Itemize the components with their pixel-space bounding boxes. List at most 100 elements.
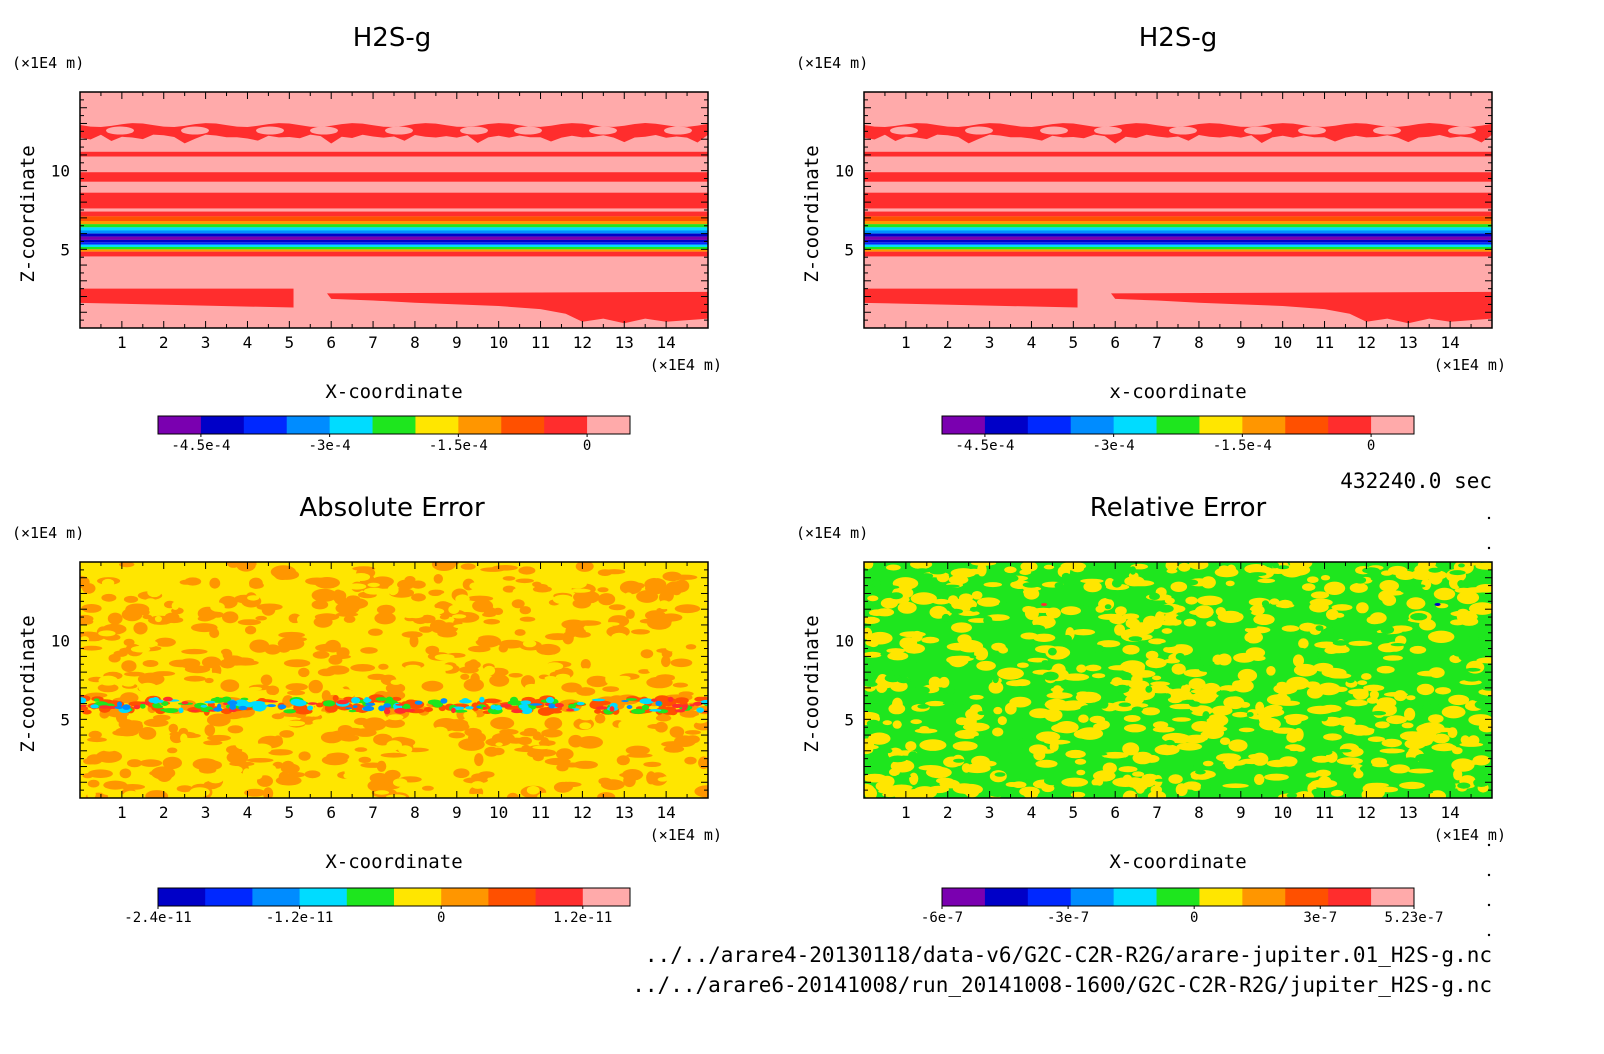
noise-blob	[124, 720, 143, 727]
noise-blob	[491, 732, 515, 744]
noise-blob	[977, 597, 1001, 607]
noise-blob	[1154, 778, 1166, 782]
noise-blob	[684, 730, 701, 735]
noise-blob	[297, 614, 309, 625]
noise-blob	[1175, 653, 1185, 660]
noise-blob	[1428, 667, 1445, 678]
noise-blob	[994, 772, 1006, 777]
noise-blob	[1238, 727, 1255, 733]
noise-blob	[489, 674, 510, 687]
noise-blob	[1191, 721, 1212, 732]
noise-blob	[85, 692, 108, 699]
noise-blob	[210, 602, 225, 612]
noise-blob	[154, 637, 176, 647]
file-path-2: ../../arare6-20141008/run_20141008-1600/…	[632, 973, 1492, 997]
noise-blob	[323, 700, 329, 707]
noise-blob	[1188, 701, 1201, 707]
noise-blob	[1176, 615, 1186, 621]
noise-blob	[586, 675, 609, 688]
colorbar-label: -2.4e-11	[124, 910, 191, 926]
noise-blob	[674, 709, 686, 713]
noise-blob	[405, 708, 414, 712]
noise-blob	[1146, 617, 1163, 630]
noise-blob	[343, 696, 354, 701]
noise-blob	[1375, 632, 1389, 641]
noise-blob	[1435, 687, 1451, 695]
noise-blob	[256, 562, 266, 569]
noise-blob	[1385, 641, 1404, 652]
colorbar-segment	[501, 416, 545, 434]
noise-blob	[1277, 748, 1291, 754]
noise-blob	[1293, 647, 1308, 654]
noise-blob	[1172, 717, 1191, 722]
noise-blob	[1352, 688, 1369, 700]
depletion-layer	[864, 244, 1492, 247]
noise-blob	[624, 592, 633, 600]
noise-blob	[988, 681, 1004, 694]
noise-blob	[1085, 785, 1104, 790]
noise-blob	[292, 699, 307, 707]
noise-blob	[427, 699, 442, 705]
colorbar-frame	[157, 415, 631, 435]
noise-blob	[536, 643, 561, 656]
noise-blob	[326, 665, 350, 675]
noise-blob	[344, 767, 360, 777]
noise-blob	[694, 696, 706, 702]
upper-band-gap	[514, 126, 542, 135]
colorbar-segment	[535, 888, 584, 906]
colorbar-label: 5.23e-7	[1384, 910, 1443, 926]
noise-blob	[864, 773, 887, 783]
noise-blob	[1349, 582, 1368, 593]
noise-blob	[1475, 562, 1492, 570]
noise-blob	[1440, 743, 1454, 750]
noise-blob	[365, 702, 376, 706]
noise-blob	[545, 794, 555, 798]
noise-blob	[917, 704, 930, 709]
noise-blob	[640, 649, 654, 659]
x-tick-label: 13	[1399, 803, 1418, 822]
noise-blob	[102, 790, 122, 796]
noise-blob	[1043, 564, 1055, 570]
noise-blob	[87, 779, 100, 788]
noise-blob	[378, 663, 389, 670]
noise-blob	[1185, 596, 1198, 605]
noise-blob	[977, 711, 987, 716]
noise-blob	[561, 682, 582, 693]
noise-blob	[251, 743, 272, 754]
noise-blob	[657, 777, 668, 782]
noise-blob	[555, 673, 571, 680]
colorbar-segment	[200, 416, 245, 434]
noise-blob	[1448, 694, 1470, 706]
noise-blob	[1193, 764, 1204, 768]
noise-blob	[224, 655, 244, 664]
noise-blob	[1085, 664, 1102, 672]
margin-dot	[1487, 516, 1491, 520]
noise-blob	[425, 645, 440, 655]
noise-blob	[1122, 774, 1132, 783]
margin-dot	[1487, 843, 1491, 847]
x-tick-label: 5	[1069, 333, 1079, 352]
noise-blob	[278, 631, 305, 639]
noise-blob	[1357, 727, 1375, 736]
noise-blob	[360, 762, 386, 768]
x-tick-label: 7	[1152, 803, 1162, 822]
noise-blob	[1170, 644, 1193, 656]
noise-blob	[525, 683, 539, 690]
noise-blob	[919, 739, 947, 751]
noise-blob	[1062, 673, 1090, 681]
noise-blob	[343, 615, 356, 623]
noise-blob	[374, 612, 396, 625]
noise-blob	[577, 701, 585, 706]
noise-blob	[135, 740, 150, 746]
noise-blob	[405, 664, 421, 670]
colorbar-label: -3e-4	[1093, 438, 1135, 454]
noise-blob	[661, 655, 671, 668]
noise-blob	[380, 752, 407, 758]
noise-blob	[616, 755, 630, 766]
noise-blob	[1383, 705, 1397, 712]
colorbar-segment	[1027, 888, 1072, 906]
noise-blob	[101, 578, 115, 587]
noise-blob	[1363, 684, 1385, 692]
colorbar-segment	[1242, 888, 1286, 906]
colorbar-label: -1.5e-4	[1213, 438, 1272, 454]
